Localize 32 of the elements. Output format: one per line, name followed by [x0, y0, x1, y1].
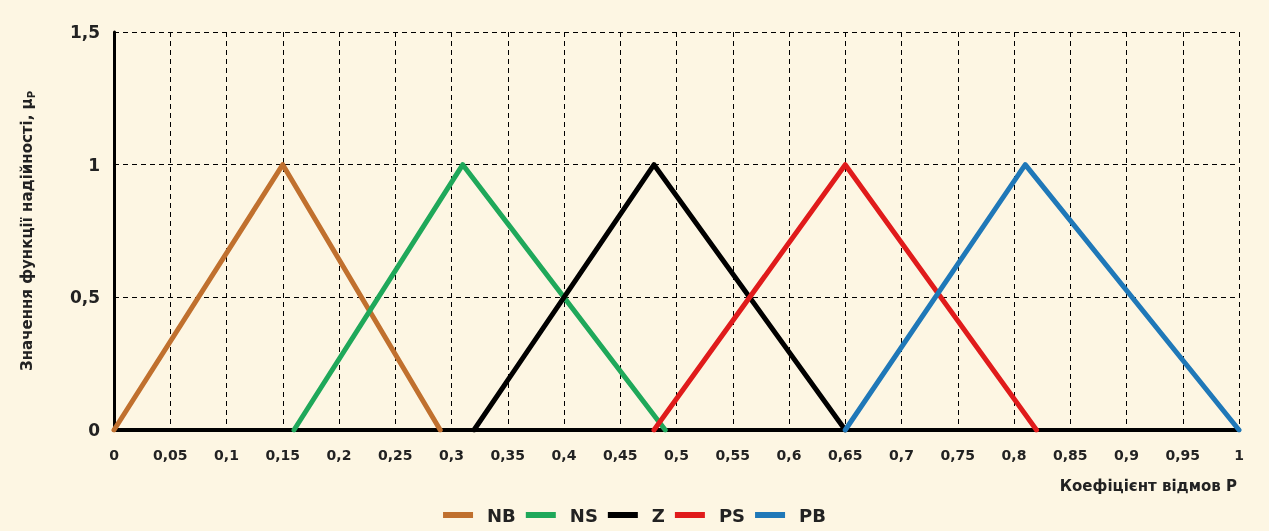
legend-label: PS	[718, 504, 746, 526]
x-tick-label: 0,95	[1165, 447, 1201, 463]
x-tick-label: 0,2	[326, 447, 352, 463]
x-tick-label: 0,3	[439, 447, 464, 463]
y-tick-label: 0	[88, 420, 101, 440]
x-tick-label: 0	[109, 447, 120, 463]
x-tick-label: 0,15	[265, 447, 301, 463]
x-tick-label: 0,5	[664, 447, 689, 463]
x-tick-label: 0,05	[152, 447, 188, 463]
x-tick-label: 0,65	[827, 447, 863, 463]
x-axis-title: Коефіцієнт відмов P	[1059, 476, 1237, 495]
legend-label: NB	[487, 504, 516, 526]
x-tick-label: 1	[1234, 447, 1244, 463]
x-tick-label: 0,9	[1114, 447, 1139, 463]
y-tick-label: 1,5	[69, 22, 100, 42]
x-tick-label: 0,4	[551, 447, 577, 463]
x-tick-label: 0,1	[214, 447, 239, 463]
x-tick-label: 0,8	[1001, 447, 1027, 463]
x-tick-label: 0,85	[1052, 447, 1088, 463]
legend-label: NS	[569, 504, 598, 526]
x-tick-label: 0,25	[377, 447, 413, 463]
x-tick-label: 0,45	[602, 447, 638, 463]
legend-label: Z	[651, 504, 665, 526]
x-tick-label: 0,6	[776, 447, 802, 463]
y-tick-label: 0,5	[69, 287, 100, 308]
y-tick-label: 1	[88, 154, 100, 175]
x-tick-label: 0,35	[490, 447, 526, 463]
x-tick-label: 0,55	[715, 447, 751, 463]
legend-label: PB	[799, 504, 826, 526]
x-tick-label: 0,7	[889, 447, 914, 463]
y-axis-title: Значення функції надійності, μP	[18, 91, 37, 371]
x-tick-label: 0,75	[940, 447, 976, 463]
